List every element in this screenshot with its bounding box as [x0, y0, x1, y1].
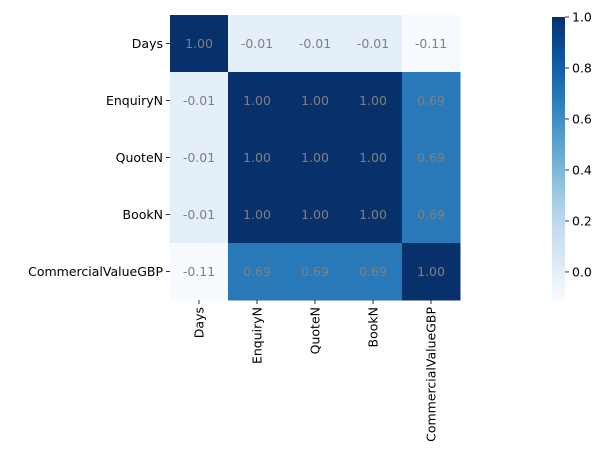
heatmap-cell-2-1 [228, 129, 287, 187]
colorbar-tick-label-3: 0.6 [572, 111, 592, 126]
colorbar-tick-label-1: 0.2 [572, 213, 592, 228]
cell-annotation-3-3: 1.00 [359, 207, 387, 222]
heatmap-cell-3-2 [286, 186, 345, 244]
cell-annotation-2-4: 0.69 [417, 150, 445, 165]
heatmap-cell-4-0 [170, 243, 229, 301]
heatmap-cell-3-3 [344, 186, 403, 244]
colorbar-tick-label-4: 0.8 [572, 60, 592, 75]
cell-annotation-4-2: 0.69 [301, 264, 329, 279]
heatmap-cell-2-0 [170, 129, 229, 187]
cell-annotation-0-0: 1.00 [185, 36, 213, 51]
cell-annotation-4-3: 0.69 [359, 264, 387, 279]
heatmap-cell-1-3 [344, 72, 403, 130]
cell-annotation-1-0: -0.01 [183, 93, 215, 108]
cell-annotation-0-2: -0.01 [299, 36, 331, 51]
heatmap-cell-1-2 [286, 72, 345, 130]
heatmap-cell-0-3 [344, 15, 403, 73]
cell-annotation-4-1: 0.69 [243, 264, 271, 279]
cell-annotation-2-2: 1.00 [301, 150, 329, 165]
colorbar-tick-label-0: 0.0 [572, 264, 592, 279]
cell-annotation-3-4: 0.69 [417, 207, 445, 222]
heatmap-cell-2-2 [286, 129, 345, 187]
cell-annotation-1-3: 1.00 [359, 93, 387, 108]
heatmap-cell-2-3 [344, 129, 403, 187]
colorbar-tick-label-2: 0.4 [572, 162, 592, 177]
cell-annotation-2-0: -0.01 [183, 150, 215, 165]
cell-annotation-1-1: 1.00 [243, 93, 271, 108]
heatmap-cell-4-4 [402, 243, 461, 301]
colorbar: 0.0 0.2 0.4 0.6 0.8 1.0 [552, 10, 592, 300]
cell-annotation-2-3: 1.00 [359, 150, 387, 165]
heatmap-annotations: 1.00 -0.01 -0.01 -0.01 -0.11 -0.01 1.00 1.00 1.0… [183, 36, 447, 279]
row-labels: Days EnquiryN QuoteN BookN CommercialValueGB… [28, 36, 170, 279]
cell-annotation-3-0: -0.01 [183, 207, 215, 222]
heatmap-cell-0-4 [402, 15, 461, 73]
heatmap-cell-3-0 [170, 186, 229, 244]
heatmap-cell-3-4 [402, 186, 461, 244]
colorbar-tick-label-5: 1.0 [572, 10, 592, 25]
col-label-4: CommercialValueGBP [424, 307, 439, 442]
cell-annotation-3-1: 1.00 [243, 207, 271, 222]
heatmap-cell-4-3 [344, 243, 403, 301]
heatmap-cell-2-4 [402, 129, 461, 187]
heatmap-cell-3-1 [228, 186, 287, 244]
heatmap-cell-1-1 [228, 72, 287, 130]
cell-annotation-2-1: 1.00 [243, 150, 271, 165]
heatmap-cell-1-4 [402, 72, 461, 130]
heatmap-cells [170, 15, 461, 301]
heatmap-cell-0-0 [170, 15, 229, 73]
cell-annotation-0-1: -0.01 [241, 36, 273, 51]
cell-annotation-4-4: 1.00 [417, 264, 445, 279]
colorbar-gradient [552, 17, 565, 300]
col-label-0: Days [192, 307, 207, 338]
heatmap-cell-4-1 [228, 243, 287, 301]
column-labels: Days EnquiryN QuoteN BookN CommercialValueGB… [192, 300, 439, 442]
row-label-4: CommercialValueGBP [28, 264, 163, 279]
cell-annotation-4-0: -0.11 [183, 264, 215, 279]
cell-annotation-1-4: 0.69 [417, 93, 445, 108]
col-label-1: EnquiryN [250, 307, 265, 364]
row-label-3: BookN [123, 207, 163, 222]
cell-annotation-0-4: -0.11 [415, 36, 447, 51]
row-label-2: QuoteN [116, 150, 163, 165]
heatmap-cell-0-2 [286, 15, 345, 73]
heatmap-cell-1-0 [170, 72, 229, 130]
cell-annotation-0-3: -0.01 [357, 36, 389, 51]
heatmap-cell-4-2 [286, 243, 345, 301]
heatmap-cell-0-1 [228, 15, 287, 73]
cell-annotation-3-2: 1.00 [301, 207, 329, 222]
col-label-3: BookN [366, 307, 381, 347]
row-label-1: EnquiryN [106, 93, 163, 108]
col-label-2: QuoteN [308, 307, 323, 354]
cell-annotation-1-2: 1.00 [301, 93, 329, 108]
row-label-0: Days [132, 36, 163, 51]
